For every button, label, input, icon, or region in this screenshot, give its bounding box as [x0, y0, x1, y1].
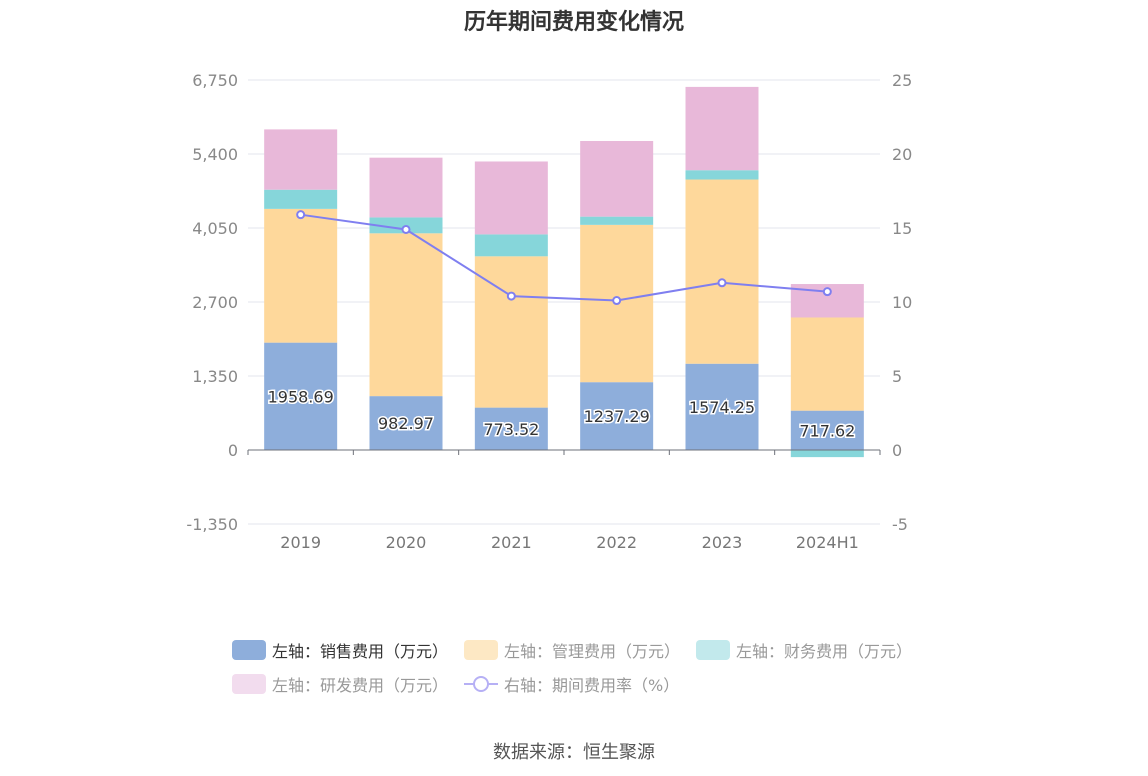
rate-point [717, 278, 727, 288]
bar-rnd [685, 86, 759, 171]
legend-item-rnd[interactable]: 左轴：研发费用（万元） [232, 672, 448, 696]
right-axis-tick-label: 5 [892, 367, 902, 386]
data-source-note: 数据来源：恒生聚源 [493, 742, 655, 763]
rate-point [822, 287, 832, 297]
legend-swatch-rnd [232, 674, 266, 694]
bar-admin [685, 179, 759, 364]
left-axis-tick-label: 1,350 [192, 367, 238, 386]
x-axis-category-label: 2024H1 [796, 533, 859, 552]
legend-swatch-finance [696, 640, 730, 660]
bar-sales [790, 410, 864, 450]
rate-point [401, 224, 411, 234]
right-axis-tick-label: -5 [892, 515, 908, 534]
legend-item-sales[interactable]: 左轴：销售费用（万元） [232, 638, 448, 662]
bar-rnd [474, 161, 548, 235]
legend-swatch-admin [464, 640, 498, 660]
chart-title: 历年期间费用变化情况 [463, 10, 684, 35]
bar-data-label-sales: 773.52 [483, 420, 539, 439]
bar-data-label-sales: 982.97 [378, 414, 434, 433]
x-axis-category-label: 2020 [386, 533, 427, 552]
legend-label-rate: 右轴：期间费用率（%） [504, 676, 680, 695]
left-axis-tick-label: 0 [228, 441, 238, 460]
bar-data-label-sales: 717.62 [799, 421, 855, 440]
bar-finance [685, 170, 759, 180]
legend-item-rate[interactable]: 右轴：期间费用率（%） [464, 672, 679, 696]
bar-admin [369, 233, 443, 397]
rate-point [506, 291, 516, 301]
bar-data-label-sales: 1574.25 [689, 398, 755, 417]
bar-sales [264, 342, 338, 450]
bar-finance [790, 450, 864, 458]
bar-finance [474, 234, 548, 257]
bar-finance [264, 189, 338, 209]
legend-swatch-sales [232, 640, 266, 660]
legend-label-rnd: 左轴：研发费用（万元） [272, 676, 449, 695]
bar-sales [369, 396, 443, 450]
left-axis-tick-label: 5,400 [192, 145, 238, 164]
right-axis-tick-label: 20 [892, 145, 912, 164]
x-axis-category-label: 2022 [596, 533, 637, 552]
left-axis-tick-label: 4,050 [192, 219, 238, 238]
left-axis-tick-label: 6,750 [192, 71, 238, 90]
bar-sales [685, 363, 759, 450]
rate-point [296, 210, 306, 220]
legend-item-admin[interactable]: 左轴：管理费用（万元） [464, 638, 680, 662]
x-axis-category-label: 2023 [702, 533, 743, 552]
bar-rnd [580, 140, 654, 217]
stacked-bar-line-chart: -1,350 0 1,350 2,700 4,050 5,400 6,750 -5 0 5 10 15… [186, 71, 912, 552]
bar-sales [474, 407, 548, 450]
left-axis-tick-label: -1,350 [186, 515, 238, 534]
rate-line [300, 213, 828, 302]
bar-admin [264, 208, 338, 343]
right-axis-tick-label: 25 [892, 71, 912, 90]
bar-rnd [264, 129, 338, 190]
x-axis-category-label: 2021 [491, 533, 532, 552]
x-axis-category-label: 2019 [280, 533, 321, 552]
bar-finance [580, 216, 654, 225]
left-axis-tick-label: 2,700 [192, 293, 238, 312]
legend-line-swatch-rate [464, 674, 498, 694]
legend-label-sales: 左轴：销售费用（万元） [272, 642, 449, 661]
bar-data-label-sales: 1958.69 [268, 387, 334, 406]
rate-point [612, 296, 622, 306]
bar-admin [790, 317, 864, 411]
bar-sales [580, 382, 654, 450]
bar-data-label-sales: 1237.29 [584, 407, 650, 426]
right-axis-tick-label: 15 [892, 219, 912, 238]
legend-label-admin: 左轴：管理费用（万元） [504, 642, 681, 661]
right-axis-tick-label: 10 [892, 293, 912, 312]
legend-item-finance[interactable]: 左轴：财务费用（万元） [696, 638, 912, 662]
bar-rnd [369, 157, 443, 218]
legend-label-finance: 左轴：财务费用（万元） [736, 642, 913, 661]
right-axis-tick-label: 0 [892, 441, 902, 460]
